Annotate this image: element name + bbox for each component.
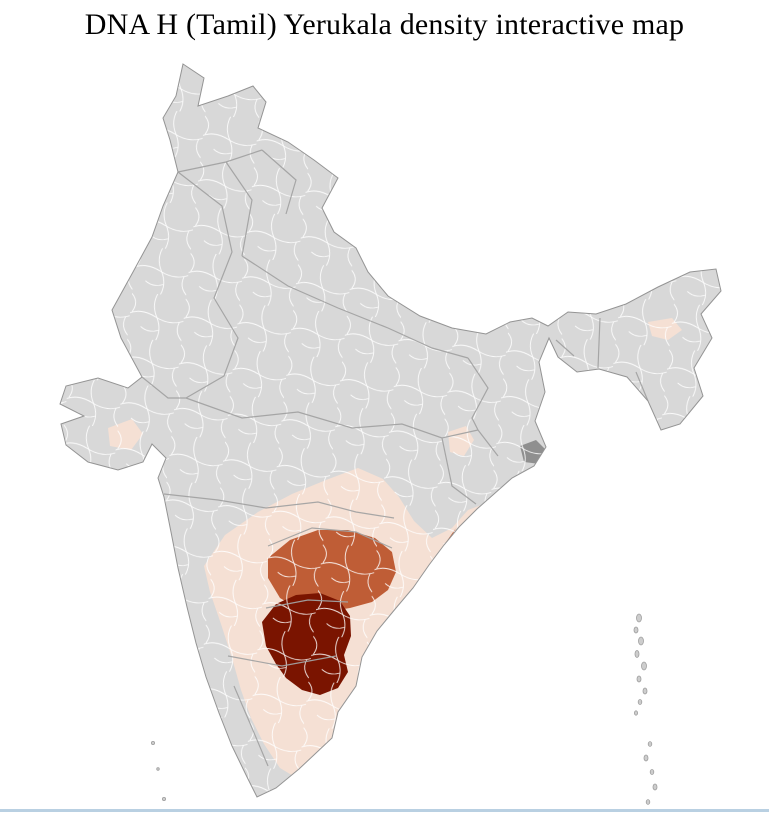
bottom-divider <box>0 809 769 812</box>
lakshadweep-islands[interactable] <box>150 741 166 802</box>
andaman-nicobar-islands[interactable] <box>633 613 658 805</box>
map-title: DNA H (Tamil) Yerukala density interacti… <box>84 8 685 41</box>
india-landmass[interactable] <box>60 64 721 797</box>
